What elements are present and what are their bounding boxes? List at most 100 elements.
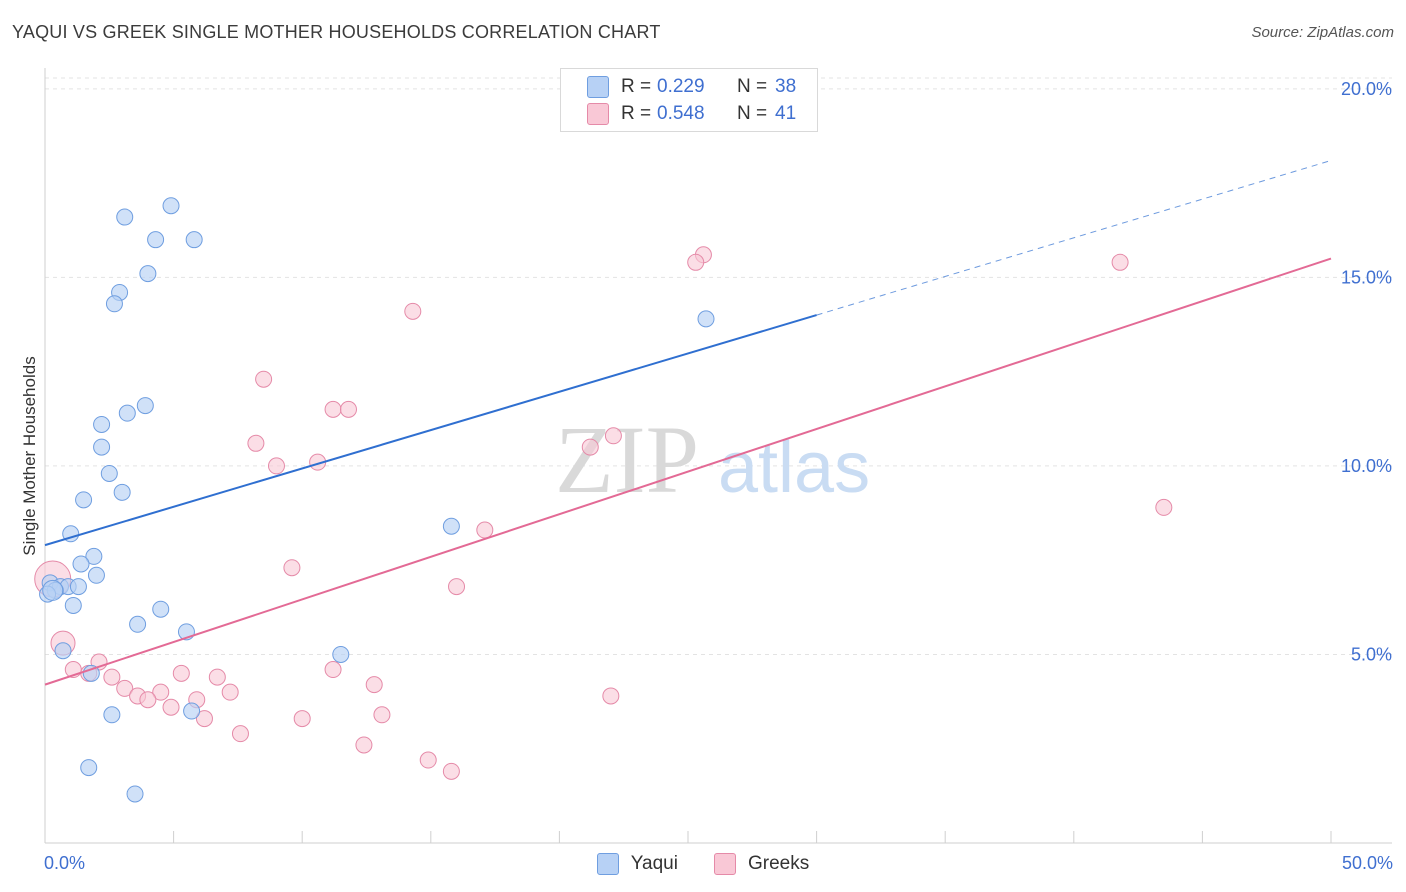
greeks-point[interactable] — [267, 457, 285, 475]
greeks-point[interactable] — [208, 668, 226, 686]
yaqui-point[interactable] — [93, 415, 111, 433]
yaqui-point[interactable] — [113, 483, 131, 501]
greeks-point[interactable] — [324, 400, 342, 418]
y-tick-label: 20.0% — [1341, 79, 1392, 99]
x-tick-label: 50.0% — [1342, 853, 1393, 873]
greeks-point[interactable] — [116, 679, 134, 697]
legend-item-greeks[interactable]: Greeks — [713, 853, 810, 875]
yaqui-point[interactable] — [103, 706, 121, 724]
yaqui-point[interactable] — [69, 578, 87, 596]
greeks-point[interactable] — [476, 521, 494, 539]
greeks-point[interactable] — [687, 253, 705, 271]
yaqui-point[interactable] — [139, 265, 157, 283]
yaqui-point[interactable] — [152, 600, 170, 618]
yaqui-point[interactable] — [87, 566, 105, 584]
legend-r-label: R = — [621, 103, 652, 124]
yaqui-point[interactable] — [80, 759, 98, 777]
greeks-point[interactable] — [162, 698, 180, 716]
yaqui-point[interactable] — [129, 615, 147, 633]
yaqui-point[interactable] — [126, 785, 144, 803]
yaqui-point[interactable] — [442, 517, 460, 535]
yaqui-points — [39, 197, 715, 803]
chart-title: YAQUI VS GREEK SINGLE MOTHER HOUSEHOLDS … — [12, 22, 661, 42]
tick-labels: 5.0% 10.0% 15.0% 20.0% 0.0% 50.0% — [44, 79, 1393, 873]
yaqui-point[interactable] — [118, 404, 136, 422]
greeks-point[interactable] — [324, 661, 342, 679]
greeks-point[interactable] — [195, 710, 213, 728]
legend-n-label: N = — [737, 103, 768, 124]
greeks-point[interactable] — [293, 710, 311, 728]
greeks-point[interactable] — [221, 683, 239, 701]
greeks-point[interactable] — [1155, 498, 1173, 516]
y-tick-label: 5.0% — [1351, 644, 1392, 664]
correlation-legend: R = 0.229 N = 38 R = 0.548 N = 41 — [560, 68, 818, 132]
greeks-point[interactable] — [355, 736, 373, 754]
yaqui-point[interactable] — [147, 231, 165, 249]
gridlines — [45, 77, 1392, 655]
greeks-point[interactable] — [448, 578, 466, 596]
greeks-point[interactable] — [419, 751, 437, 769]
yaqui-point[interactable] — [185, 231, 203, 249]
legend-n-value: 38 — [775, 76, 797, 97]
yaqui-point[interactable] — [697, 310, 715, 328]
x-tick-label: 0.0% — [44, 853, 85, 873]
axes — [44, 68, 1392, 844]
yaqui-point[interactable] — [183, 702, 201, 720]
yaqui-point[interactable] — [54, 642, 72, 660]
legend-r-label: R = — [621, 76, 652, 97]
yaqui-point[interactable] — [82, 664, 100, 682]
y-tick-label: 10.0% — [1341, 456, 1392, 476]
greeks-point[interactable] — [139, 691, 157, 709]
yaqui-point[interactable] — [100, 464, 118, 482]
greeks-point[interactable] — [442, 762, 460, 780]
yaqui-point[interactable] — [42, 579, 64, 601]
greeks-point[interactable] — [602, 687, 620, 705]
yaqui-point[interactable] — [116, 208, 134, 226]
yaqui-swatch — [596, 853, 619, 875]
yaqui-point[interactable] — [136, 397, 154, 415]
greeks-point[interactable] — [365, 676, 383, 694]
yaqui-point[interactable] — [105, 295, 123, 313]
greeks-point[interactable] — [604, 427, 622, 445]
legend-item-yaqui[interactable]: Yaqui — [596, 853, 678, 875]
greeks-point[interactable] — [172, 664, 190, 682]
legend-label-yaqui: Yaqui — [630, 853, 678, 874]
legend-n-label: N = — [737, 76, 768, 97]
legend-row-yaqui: R = 0.229 N = 38 — [561, 72, 817, 102]
greeks-point[interactable] — [1111, 253, 1129, 271]
greeks-point[interactable] — [404, 302, 422, 320]
greeks-trend-line — [44, 257, 1332, 686]
greeks-point[interactable] — [247, 434, 265, 452]
greeks-point[interactable] — [283, 559, 301, 577]
yaqui-point[interactable] — [85, 547, 103, 565]
trend-lines — [44, 160, 1332, 686]
greeks-point[interactable] — [581, 438, 599, 456]
yaqui-point[interactable] — [75, 491, 93, 509]
series-legend: Yaqui Greeks — [0, 852, 1406, 876]
legend-label-greeks: Greeks — [747, 853, 810, 874]
greeks-swatch — [713, 853, 736, 875]
greeks-point[interactable] — [231, 725, 249, 743]
yaqui-swatch — [587, 76, 609, 98]
yaqui-point[interactable] — [72, 555, 90, 573]
yaqui-point[interactable] — [162, 197, 180, 215]
y-axis-label: Single Mother Households — [20, 356, 39, 556]
greeks-point[interactable] — [339, 400, 357, 418]
legend-row-greeks: R = 0.548 N = 41 — [561, 99, 817, 129]
greeks-swatch — [587, 103, 609, 125]
y-tick-label: 15.0% — [1341, 267, 1392, 287]
source-label: Source: ZipAtlas.com — [1251, 24, 1394, 41]
greeks-point[interactable] — [373, 706, 391, 724]
yaqui-point[interactable] — [64, 596, 82, 614]
legend-r-value: 0.548 — [657, 103, 705, 124]
yaqui-point[interactable] — [93, 438, 111, 456]
greeks-point[interactable] — [152, 683, 170, 701]
greeks-point[interactable] — [255, 370, 273, 388]
watermark-atlas: atlas — [718, 428, 870, 508]
watermark-zip: ZIP — [555, 406, 699, 513]
legend-r-value: 0.229 — [657, 76, 705, 97]
yaqui-point[interactable] — [332, 645, 350, 663]
greeks-point[interactable] — [103, 668, 121, 686]
greeks-points — [34, 246, 1173, 780]
